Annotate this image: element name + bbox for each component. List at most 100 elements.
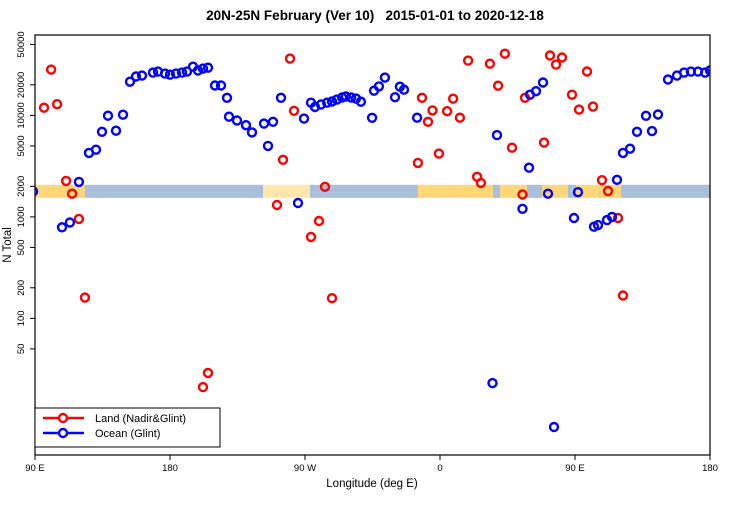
legend-marker-icon bbox=[57, 412, 69, 424]
plot-area: 90 E 180 90 W 0 90 E 180 50 100 200 500 1000 2000 50… bbox=[16, 31, 718, 474]
data-point-ocean bbox=[340, 91, 352, 102]
data-point-ocean bbox=[542, 188, 554, 199]
data-point-land bbox=[433, 148, 445, 159]
data-point-ocean bbox=[35, 186, 39, 197]
data-point-ocean bbox=[147, 67, 159, 78]
data-point-land bbox=[447, 93, 459, 104]
data-point-ocean bbox=[221, 92, 233, 104]
data-point-ocean bbox=[640, 110, 652, 122]
data-point-ocean bbox=[275, 92, 287, 104]
data-point-ocean bbox=[267, 116, 279, 128]
y-tick-label: 200 bbox=[16, 280, 27, 296]
data-point-ocean bbox=[315, 99, 327, 110]
band-segment-land bbox=[417, 184, 493, 198]
data-point-land bbox=[587, 101, 599, 112]
data-point-ocean bbox=[96, 126, 108, 138]
data-point-ocean bbox=[345, 92, 357, 103]
data-point-land bbox=[573, 104, 585, 115]
data-point-ocean bbox=[487, 377, 498, 389]
y-tick-label: 2000 bbox=[16, 176, 27, 197]
legend-marker-icon bbox=[57, 427, 69, 439]
y-tick-label: 100 bbox=[16, 310, 27, 326]
data-point-ocean bbox=[136, 70, 148, 81]
x-tick-label: 180 bbox=[162, 463, 178, 474]
plot-border bbox=[34, 34, 711, 456]
y-tick-label: 500 bbox=[16, 239, 27, 255]
data-point-ocean bbox=[652, 109, 664, 120]
band-segment-ocean bbox=[527, 184, 542, 198]
data-point-ocean bbox=[699, 67, 710, 78]
y-tick-label: 50000 bbox=[16, 31, 27, 57]
data-point-land bbox=[45, 64, 57, 75]
data-point-ocean bbox=[181, 66, 193, 77]
data-point-ocean bbox=[379, 72, 391, 83]
data-point-ocean bbox=[321, 97, 333, 108]
data-point-ocean bbox=[124, 76, 136, 87]
data-point-land bbox=[462, 55, 474, 66]
data-point-ocean bbox=[192, 65, 204, 76]
data-point-land bbox=[79, 292, 91, 303]
data-point-ocean bbox=[110, 125, 122, 136]
data-point-ocean bbox=[117, 109, 129, 120]
series-ocean bbox=[35, 61, 710, 433]
data-point-ocean bbox=[517, 203, 528, 215]
band-segment-ocean bbox=[621, 184, 710, 198]
x-tick-label: 0 bbox=[437, 463, 442, 474]
data-point-land bbox=[566, 89, 578, 100]
data-point-land bbox=[73, 213, 85, 225]
data-point-land bbox=[475, 177, 487, 189]
data-point-ocean bbox=[366, 112, 378, 124]
data-point-ocean bbox=[398, 84, 410, 95]
data-point-land bbox=[596, 174, 608, 186]
data-point-land bbox=[288, 105, 300, 117]
chart-title: 20N-25N February (Ver 10) 2015-01-01 to … bbox=[206, 8, 544, 23]
data-point-ocean bbox=[292, 197, 304, 209]
data-point-land bbox=[66, 188, 78, 199]
data-point-land bbox=[412, 157, 424, 169]
data-point-land bbox=[617, 290, 629, 301]
data-point-ocean bbox=[258, 118, 270, 129]
band-segment-ocean bbox=[567, 184, 577, 198]
data-point-ocean bbox=[537, 77, 549, 88]
data-point-land bbox=[581, 66, 593, 77]
data-point-land bbox=[506, 142, 518, 153]
data-point-ocean bbox=[90, 144, 102, 155]
band-segment-land bbox=[263, 184, 310, 198]
band-segment-land bbox=[542, 184, 568, 198]
data-point-ocean bbox=[331, 94, 343, 105]
y-tick-label: 20000 bbox=[16, 72, 27, 98]
data-point-land bbox=[484, 58, 496, 69]
y-tick-label: 10000 bbox=[16, 102, 27, 128]
data-point-land bbox=[271, 199, 283, 211]
y-tick-label: 5000 bbox=[16, 135, 27, 156]
points-layer bbox=[35, 48, 710, 433]
legend-label: Land (Nadir&Glint) bbox=[95, 413, 186, 425]
data-point-ocean bbox=[523, 162, 535, 173]
data-point-ocean bbox=[355, 96, 367, 107]
data-point-land bbox=[441, 105, 453, 117]
data-point-ocean bbox=[530, 85, 542, 97]
data-point-ocean bbox=[411, 112, 423, 123]
band-segment-ocean bbox=[84, 184, 263, 198]
data-point-ocean bbox=[389, 91, 401, 103]
data-point-ocean bbox=[202, 62, 214, 73]
data-point-land bbox=[197, 381, 209, 393]
data-point-ocean bbox=[606, 211, 618, 223]
data-point-land bbox=[313, 215, 325, 227]
band-segment-ocean bbox=[309, 184, 418, 198]
data-point-ocean bbox=[64, 217, 76, 228]
data-point-ocean bbox=[662, 74, 674, 85]
data-point-ocean bbox=[373, 81, 385, 92]
data-point-ocean bbox=[130, 71, 142, 82]
data-point-land bbox=[326, 293, 338, 304]
data-point-ocean bbox=[231, 115, 243, 126]
data-point-ocean bbox=[572, 186, 584, 198]
data-point-ocean bbox=[592, 219, 604, 231]
data-point-land bbox=[284, 53, 296, 64]
data-point-land bbox=[427, 105, 438, 116]
data-point-ocean bbox=[102, 110, 114, 121]
data-point-ocean bbox=[246, 127, 258, 138]
y-tick-label: 50 bbox=[16, 344, 27, 355]
y-tick-label: 1000 bbox=[16, 206, 27, 227]
